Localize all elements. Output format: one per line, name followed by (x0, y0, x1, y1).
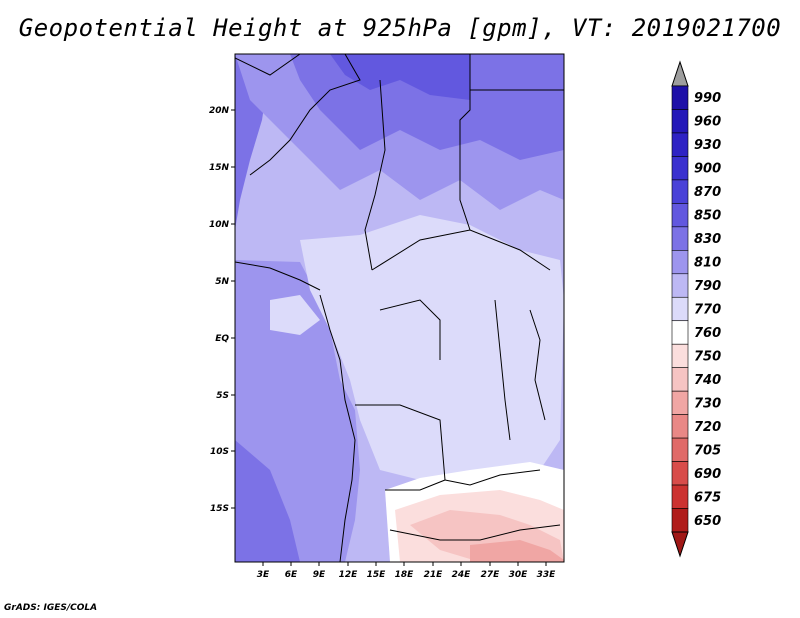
lon-tick-label: 27E (481, 570, 501, 580)
map-title: Geopotential Height at 925hPa [gpm], VT:… (18, 14, 782, 42)
lat-tick-label: 5N (215, 277, 229, 287)
lon-tick-label: 9E (313, 570, 326, 580)
lon-tick-label: 12E (339, 570, 359, 580)
colorbar-label: 770 (694, 303, 721, 318)
colorbar-label: 930 (694, 138, 721, 153)
colorbar-label: 900 (694, 162, 721, 177)
lon-tick-label: 15E (367, 570, 387, 580)
colorbar-swatch (671, 343, 689, 368)
lat-tick-label: 10S (210, 447, 229, 457)
colorbar-swatch (671, 226, 689, 251)
lat-axis: 20N 15N 10N 5N EQ 5S 10S 15S (209, 106, 235, 514)
colorbar-label: 790 (694, 279, 721, 294)
boundary-lines (235, 54, 564, 562)
lon-axis: 3E 6E 9E 12E 15E 18E 21E 24E 27E 30E 33E (257, 562, 556, 580)
lat-tick-label: EQ (215, 334, 229, 344)
colorbar-label: 760 (694, 326, 721, 341)
lat-tick-label: 5S (216, 391, 229, 401)
colorbar-swatch (671, 179, 689, 204)
lon-tick-label: 21E (424, 570, 444, 580)
colorbar-swatch (671, 508, 689, 533)
colorbar-swatch (671, 203, 689, 228)
colorbar-swatch (671, 390, 689, 415)
colorbar-swatch (671, 437, 689, 462)
colorbar-label: 830 (694, 232, 721, 247)
lat-tick-label: 15N (209, 163, 230, 173)
grads-credit: GrADS: IGES/COLA (4, 603, 98, 613)
plot-frame (234, 53, 565, 563)
colorbar-label: 730 (694, 396, 721, 411)
lon-tick-label: 30E (509, 570, 529, 580)
colorbar-label: 650 (694, 514, 721, 529)
colorbar-label: 720 (694, 420, 721, 435)
colorbar-swatch (671, 156, 689, 181)
colorbar-swatch (671, 250, 689, 275)
lon-tick-label: 18E (395, 570, 415, 580)
colorbar-swatch (671, 132, 689, 157)
lon-tick-label: 3E (257, 570, 270, 580)
colorbar-over-arrow (671, 60, 689, 87)
colorbar-swatch (671, 320, 689, 345)
colorbar-swatch (671, 367, 689, 392)
lon-tick-label: 24E (452, 570, 472, 580)
lat-tick-label: 10N (209, 220, 230, 230)
shaded-field (235, 54, 564, 562)
lat-tick-label: 20N (209, 106, 230, 116)
colorbar-swatch (671, 484, 689, 509)
colorbar-swatch (671, 85, 689, 110)
lon-tick-label: 6E (285, 570, 298, 580)
colorbar-label: 810 (694, 256, 721, 271)
colorbar-label: 740 (694, 373, 721, 388)
lat-tick-label: 15S (210, 504, 229, 514)
colorbar-label: 870 (694, 185, 721, 200)
colorbar-label: 690 (694, 467, 721, 482)
colorbar-label: 705 (694, 443, 721, 458)
colorbar-label: 850 (694, 209, 721, 224)
colorbar-swatch (671, 296, 689, 322)
colorbar-swatch (671, 273, 689, 298)
colorbar-swatch (671, 109, 689, 134)
colorbar-swatch (671, 461, 689, 486)
colorbar-label: 750 (694, 349, 721, 364)
colorbar-swatch (671, 414, 689, 439)
colorbar-label: 675 (694, 490, 721, 505)
colorbar: 990 960 930 900 870 850 830 810 790 770 760 750 740 7… (671, 60, 721, 558)
lon-tick-label: 33E (537, 570, 557, 580)
colorbar-label: 990 (694, 91, 721, 106)
colorbar-label: 960 (694, 115, 721, 130)
colorbar-under-arrow (671, 531, 689, 558)
